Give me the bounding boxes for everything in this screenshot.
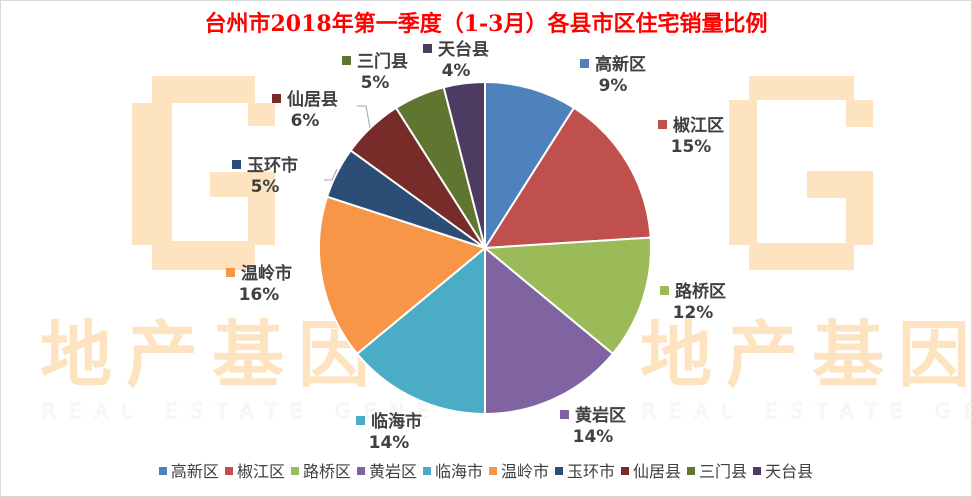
watermark-en-left: REAL ESTATE GENE <box>42 399 443 423</box>
legend-swatch-icon <box>753 467 762 475</box>
data-label-percent: 5% <box>250 177 280 197</box>
legend-swatch-icon <box>232 160 241 169</box>
legend-item: 椒江区 <box>224 458 285 482</box>
legend-label: 高新区 <box>170 462 219 481</box>
legend-label: 温岭市 <box>501 462 550 481</box>
data-label-percent: 5% <box>360 73 390 93</box>
legend-swatch-icon <box>687 467 696 475</box>
data-label-percent: 6% <box>290 111 320 131</box>
data-label-percent: 14% <box>368 433 410 453</box>
data-label-category: 温岭市 <box>241 264 292 284</box>
data-label-category: 黄岩区 <box>575 406 626 426</box>
data-label-percent: 14% <box>572 427 614 447</box>
leader-line-yuhuan <box>324 168 338 181</box>
data-label: 路桥区 12% <box>660 282 726 324</box>
data-label-category: 仙居县 <box>287 90 338 110</box>
pie-slice <box>483 106 652 250</box>
legend-label: 天台县 <box>765 462 814 481</box>
watermark-logo-g-icon <box>132 76 275 270</box>
legend-label: 三门县 <box>699 462 748 481</box>
legend-swatch-icon <box>489 467 497 475</box>
data-label: 天台县 4% <box>423 40 489 82</box>
legend-item: 天台县 <box>753 458 813 482</box>
data-label-category: 玉环市 <box>247 156 298 176</box>
data-label-percent: 12% <box>672 303 714 323</box>
legend-item: 路桥区 <box>290 458 351 482</box>
watermark-cn-left: 地产基因 <box>40 313 384 397</box>
data-label-percent: 15% <box>670 137 712 157</box>
legend-label: 椒江区 <box>236 462 285 481</box>
legend-swatch-icon <box>290 467 299 475</box>
legend-swatch-icon <box>660 286 669 295</box>
legend-swatch-icon <box>272 94 281 103</box>
legend-swatch-icon <box>356 416 365 425</box>
legend-item: 玉环市 <box>555 458 615 482</box>
legend-label: 临海市 <box>434 462 483 481</box>
legend-swatch-icon <box>423 44 432 53</box>
data-label: 黄岩区 14% <box>560 406 626 448</box>
legend-swatch-icon <box>560 410 569 419</box>
legend-swatch-icon <box>224 467 233 475</box>
data-label: 温岭市 16% <box>226 264 292 306</box>
data-label: 椒江区 15% <box>658 116 724 158</box>
legend-swatch-icon <box>422 467 431 475</box>
legend-item: 黄岩区 <box>356 458 417 482</box>
legend-swatch-icon <box>342 56 351 65</box>
pie-slice <box>355 245 486 416</box>
data-label-category: 路桥区 <box>675 282 726 302</box>
data-label-percent: 4% <box>441 61 471 81</box>
data-label-percent: 16% <box>238 285 280 305</box>
legend-item: 三门县 <box>687 458 747 482</box>
legend-swatch-icon <box>621 467 630 475</box>
legend-swatch-icon <box>555 467 564 475</box>
legend-item: 高新区 <box>158 458 219 482</box>
legend-item: 临海市 <box>422 458 483 482</box>
watermark-right <box>729 76 873 270</box>
data-label-category: 临海市 <box>371 412 422 432</box>
data-label: 高新区 9% <box>580 55 646 97</box>
pie-slice <box>442 80 486 249</box>
data-label-category: 三门县 <box>357 52 408 72</box>
legend-swatch-icon <box>580 59 589 68</box>
pie-chart <box>317 80 652 416</box>
chart-legend: 高新区 椒江区 路桥区 黄岩区 临海市 温岭市 玉环市 仙居县 三门县 天台县 <box>0 458 972 482</box>
watermark-logo-g-icon <box>729 76 873 270</box>
data-label: 临海市 14% <box>356 412 422 454</box>
legend-item: 仙居县 <box>621 458 681 482</box>
pie-slice <box>317 195 488 356</box>
legend-label: 黄岩区 <box>368 462 417 481</box>
legend-swatch-icon <box>356 467 365 475</box>
legend-label: 路桥区 <box>302 462 351 481</box>
data-label-category: 椒江区 <box>673 116 724 136</box>
watermark-left <box>132 76 275 270</box>
chart-title: 台州市2018年第一季度（1-3月）各县市区住宅销量比例 <box>204 11 768 37</box>
legend-swatch-icon <box>226 268 235 277</box>
data-label-category: 高新区 <box>595 55 646 75</box>
data-label: 仙居县 6% <box>272 90 338 132</box>
data-label-category: 天台县 <box>438 40 489 60</box>
legend-item: 温岭市 <box>489 458 549 482</box>
pie-slice <box>482 236 652 356</box>
legend-label: 玉环市 <box>567 462 616 481</box>
watermark-en-right: REAL ESTATE GENE <box>642 399 972 423</box>
data-label-percent: 9% <box>598 76 628 96</box>
data-label: 玉环市 5% <box>232 156 298 198</box>
watermark-cn-right: 地产基因 <box>640 313 972 397</box>
legend-swatch-icon <box>158 467 167 475</box>
pie-slice <box>484 80 576 252</box>
legend-label: 仙居县 <box>633 462 682 481</box>
pie-slice <box>484 245 615 416</box>
leader-line-xianju <box>357 105 371 129</box>
legend-swatch-icon <box>658 120 667 129</box>
data-label: 三门县 5% <box>342 52 408 94</box>
